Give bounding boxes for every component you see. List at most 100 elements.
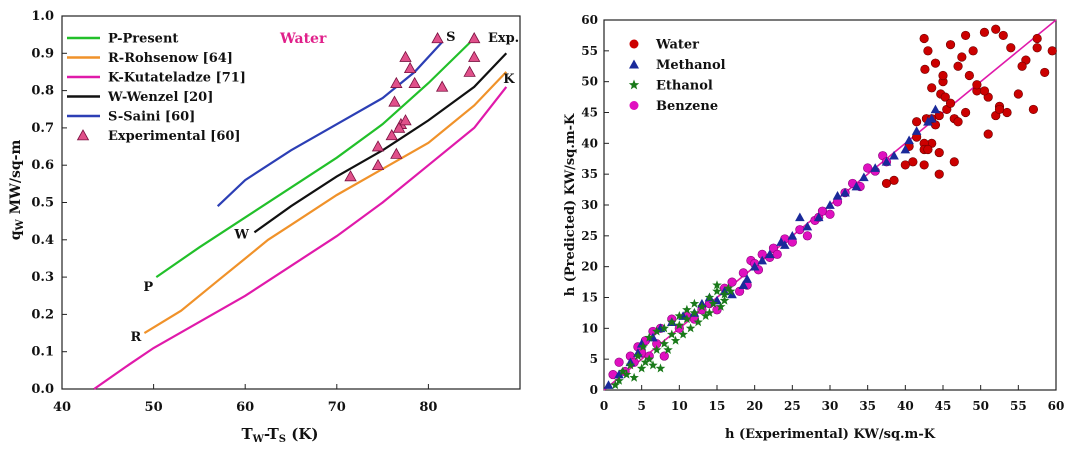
legend-label: K-Kutateladze [71] [108,71,246,86]
point-ethanol [723,283,734,293]
point-water [945,98,956,108]
point-water [968,46,978,56]
point-benzene [795,225,805,235]
point-methanol [787,231,798,240]
legend-marker-methanol [629,59,639,69]
point-water [998,30,1008,41]
left-x-tick-label: 70 [328,400,346,415]
experimental-marker [403,61,417,74]
point-ethanol [712,280,722,290]
point-ethanol [670,335,681,345]
point-ethanol [621,369,632,379]
right-y-tick-label: 50 [581,75,598,89]
right-y-tick-label: 60 [581,13,598,27]
point-benzene [802,231,813,241]
right-x-tick-label: 55 [1010,399,1027,413]
point-methanol [881,157,892,166]
legend-label: R-Rohsenow [64] [108,51,233,66]
point-water [923,46,933,56]
point-water [979,86,990,96]
series-line-k [93,86,508,390]
legend-label: Ethanol [656,79,713,94]
point-ethanol [655,363,666,373]
point-benzene [734,286,745,296]
left-y-tick-label: 0.7 [31,121,54,136]
right-x-tick-label: 15 [709,399,726,413]
left-y-tick-label: 1.0 [31,9,54,24]
right-y-tick-label: 15 [581,291,598,305]
legend-marker-experimental [76,129,90,141]
point-methanol [764,249,775,259]
right-y-tick-label: 40 [581,136,598,150]
point-water [1013,89,1023,99]
point-methanol [614,369,624,379]
curve-tag-exp: Exp. [488,31,519,46]
left-y-tick-label: 0.9 [31,46,54,61]
curve-tag-k: K [503,72,515,87]
point-water [1017,61,1027,71]
experimental-marker [390,76,403,88]
point-water [960,107,971,118]
point-water [900,160,910,170]
left-y-axis-label: qW MW/sq-m [8,140,26,241]
point-methanol [780,240,790,249]
point-water [934,147,944,158]
point-methanol [889,150,899,160]
experimental-marker [388,95,401,107]
right-x-tick-label: 0 [600,399,608,413]
legend-marker-water [629,39,639,49]
point-ethanol [652,326,662,336]
point-ethanol [716,301,726,311]
experimental-marker [390,147,403,159]
experimental-marker [385,129,398,141]
point-water [940,92,950,102]
point-water [991,24,1001,34]
left-y-tick-label: 0.8 [31,84,54,99]
point-ethanol [640,357,651,367]
left-y-tick-label: 0.0 [31,382,54,397]
left-curve-tags: P R K W S Exp. [130,30,519,345]
series-line-p [155,37,475,279]
left-legend: P-Present R-Rohsenow [64] K-Kutateladze [7… [67,32,246,144]
point-water [1032,33,1042,44]
point-water [912,117,922,127]
point-benzene [772,249,782,259]
legend-label: P-Present [108,32,178,47]
point-ethanol [697,301,707,311]
right-axis-ticks: 0055101015152020252530303535404045455050… [581,13,1064,413]
point-water [953,61,963,71]
point-water [927,83,937,93]
legend-label: W-Wenzel [20] [107,90,213,105]
point-water [1040,67,1050,78]
point-methanol [930,104,941,114]
experimental-marker [468,32,481,44]
left-y-tick-label: 0.2 [31,307,54,322]
point-ethanol [659,323,669,333]
point-methanol [911,126,922,135]
point-water [979,27,990,37]
experimental-marker [463,65,476,77]
point-ethanol [704,292,715,302]
point-ethanol [689,298,700,308]
point-methanol [859,172,869,182]
point-methanol [749,261,760,271]
right-y-tick-label: 55 [581,44,598,58]
point-ethanol [682,314,692,324]
point-water [953,117,963,127]
right-y-tick-label: 25 [581,229,598,243]
point-ethanol [644,332,654,342]
point-water [930,58,941,68]
right-y-axis-label: h (Predicted) KW/sq.m-K [563,113,578,296]
point-ethanol [708,298,718,308]
point-methanol [840,187,850,197]
point-ethanol [663,344,673,354]
point-ethanol [719,289,730,299]
point-ethanol [682,304,692,314]
left-y-tick-label: 0.6 [31,158,54,173]
point-water [938,70,948,81]
curve-tag-s: S [446,30,455,45]
point-ethanol [644,354,654,364]
experimental-marker [435,80,449,92]
left-y-tick-label: 0.3 [31,270,54,285]
point-ethanol [633,351,643,361]
